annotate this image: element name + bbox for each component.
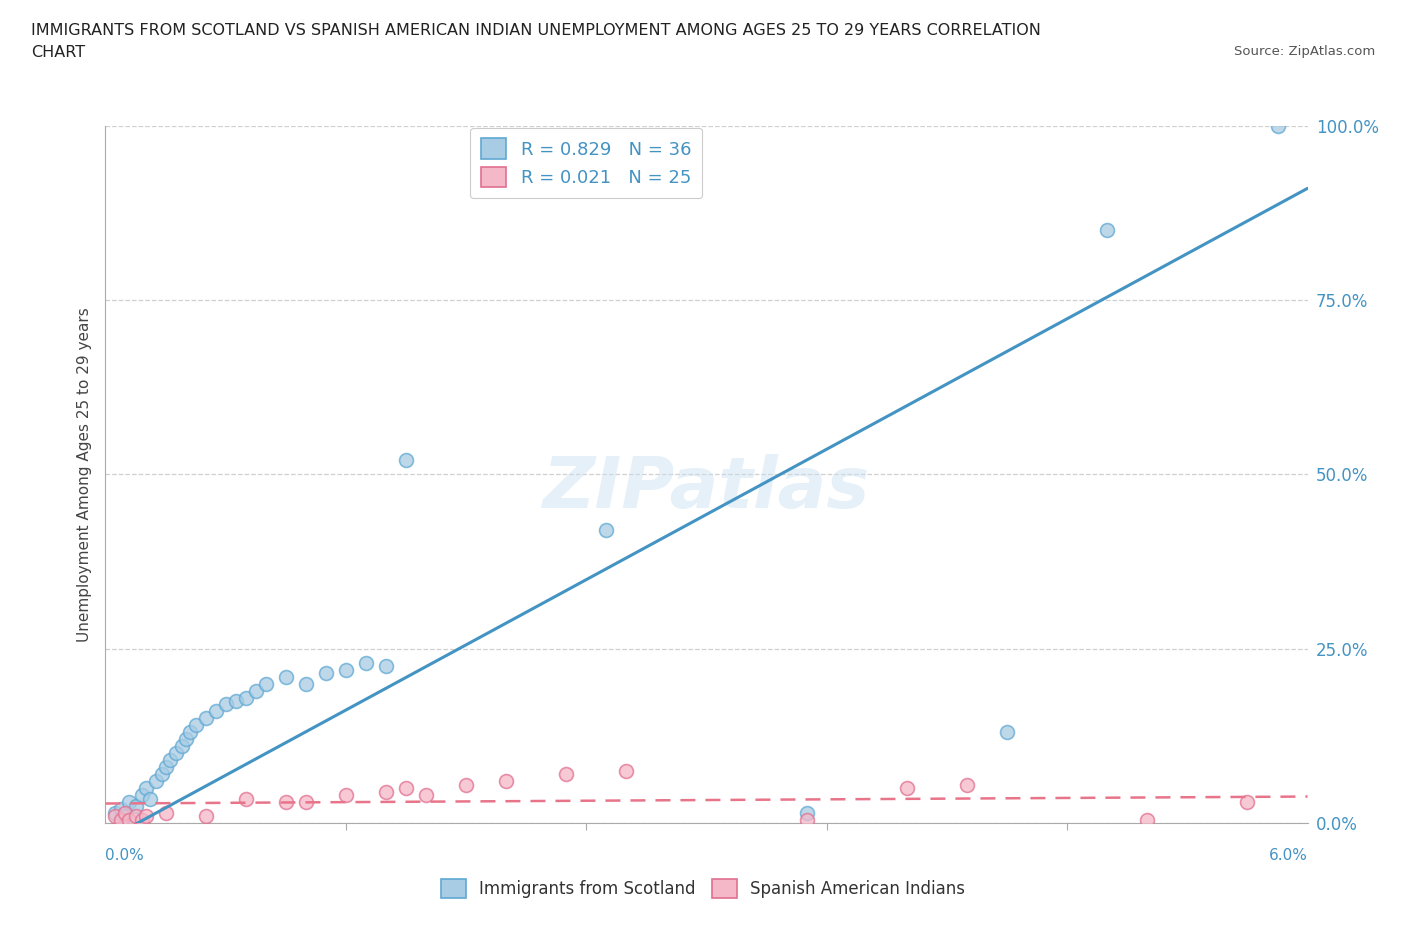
Point	[1136, 812, 1159, 827]
Point	[294, 794, 316, 809]
Point	[131, 812, 153, 827]
Point	[179, 725, 201, 740]
Point	[104, 805, 127, 820]
Point	[114, 805, 136, 820]
Point	[315, 666, 337, 681]
Legend: Immigrants from Scotland, Spanish American Indians: Immigrants from Scotland, Spanish Americ…	[434, 872, 972, 905]
Point	[454, 777, 477, 792]
Point	[235, 791, 257, 806]
Point	[294, 676, 316, 691]
Point	[118, 812, 141, 827]
Point	[138, 791, 160, 806]
Point	[1236, 794, 1258, 809]
Point	[796, 805, 818, 820]
Point	[595, 523, 617, 538]
Point	[155, 805, 177, 820]
Point	[194, 711, 217, 725]
Point	[896, 781, 918, 796]
Text: 0.0%: 0.0%	[105, 848, 145, 863]
Point	[395, 453, 418, 468]
Point	[104, 809, 127, 824]
Point	[174, 732, 197, 747]
Point	[1097, 223, 1119, 238]
Point	[254, 676, 277, 691]
Point	[1267, 118, 1289, 133]
Point	[204, 704, 226, 719]
Point	[956, 777, 979, 792]
Text: 6.0%: 6.0%	[1268, 848, 1308, 863]
Point	[118, 794, 141, 809]
Point	[245, 683, 267, 698]
Point	[374, 658, 396, 673]
Point	[170, 738, 193, 753]
Point	[495, 774, 517, 789]
Point	[274, 670, 297, 684]
Point	[114, 809, 136, 824]
Point	[395, 781, 418, 796]
Point	[796, 812, 818, 827]
Point	[995, 725, 1018, 740]
Point	[135, 781, 157, 796]
Point	[150, 766, 173, 781]
Point	[555, 766, 578, 781]
Point	[110, 812, 132, 827]
Point	[225, 694, 247, 709]
Point	[184, 718, 207, 733]
Text: Source: ZipAtlas.com: Source: ZipAtlas.com	[1234, 45, 1375, 58]
Point	[354, 656, 377, 671]
Point	[165, 746, 187, 761]
Y-axis label: Unemployment Among Ages 25 to 29 years: Unemployment Among Ages 25 to 29 years	[76, 307, 91, 642]
Point	[155, 760, 177, 775]
Point	[214, 698, 236, 712]
Point	[131, 788, 153, 803]
Point	[614, 764, 637, 778]
Point	[335, 662, 357, 677]
Point	[135, 809, 157, 824]
Point	[124, 809, 146, 824]
Point	[235, 690, 257, 705]
Point	[415, 788, 437, 803]
Point	[274, 794, 297, 809]
Legend: R = 0.829   N = 36, R = 0.021   N = 25: R = 0.829 N = 36, R = 0.021 N = 25	[471, 127, 702, 198]
Point	[159, 753, 181, 768]
Point	[124, 798, 146, 813]
Point	[145, 774, 167, 789]
Point	[194, 809, 217, 824]
Text: IMMIGRANTS FROM SCOTLAND VS SPANISH AMERICAN INDIAN UNEMPLOYMENT AMONG AGES 25 T: IMMIGRANTS FROM SCOTLAND VS SPANISH AMER…	[31, 23, 1040, 38]
Point	[110, 802, 132, 817]
Point	[374, 784, 396, 799]
Text: ZIPatlas: ZIPatlas	[543, 454, 870, 523]
Point	[335, 788, 357, 803]
Text: CHART: CHART	[31, 45, 84, 60]
